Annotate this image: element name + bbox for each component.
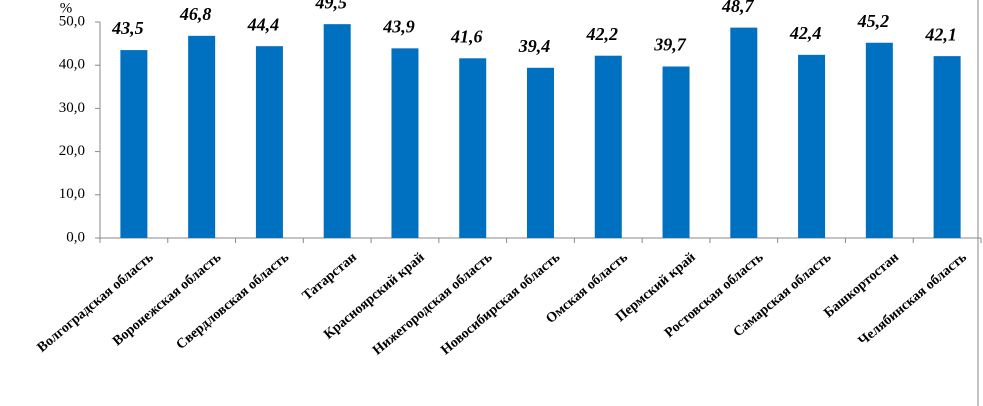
y-tick-label: 50,0 xyxy=(59,13,85,29)
value-label: 42,1 xyxy=(924,24,957,44)
y-tick-label: 40,0 xyxy=(59,57,85,73)
x-tick-label: Свердловская область xyxy=(174,250,293,353)
value-label: 39,7 xyxy=(653,35,687,55)
x-tick-label: Нижегородская область xyxy=(370,250,496,359)
y-tick-label: 30,0 xyxy=(59,100,85,116)
bar xyxy=(323,24,351,238)
x-tick-label: Воронежская область xyxy=(110,250,225,350)
value-label: 42,2 xyxy=(586,24,619,44)
bar xyxy=(188,35,216,238)
value-label: 49,5 xyxy=(314,0,347,12)
value-label: 42,4 xyxy=(789,23,822,43)
bar xyxy=(527,67,554,239)
x-tick-label: Волгоградская область xyxy=(35,250,157,356)
bar xyxy=(391,48,419,238)
bar xyxy=(120,50,148,238)
bar xyxy=(865,42,893,239)
bar xyxy=(730,27,758,239)
x-tick-label: Татарстан xyxy=(300,250,360,304)
bar xyxy=(255,46,283,238)
x-tick-label: Новосибирская область xyxy=(438,250,563,358)
y-axis-label: % xyxy=(60,0,73,16)
value-label: 44,4 xyxy=(247,14,280,34)
bar xyxy=(933,56,961,239)
value-label: 45,2 xyxy=(857,11,890,31)
bar xyxy=(594,55,622,238)
bar xyxy=(459,58,487,239)
x-tick-label: Челябинская область xyxy=(856,250,970,349)
y-tick-label: 0,0 xyxy=(66,229,85,245)
value-label: 46,8 xyxy=(179,4,212,24)
value-label: 48,7 xyxy=(721,0,755,16)
value-label: 41,6 xyxy=(450,26,483,46)
value-label: 39,4 xyxy=(518,36,551,56)
value-label: 43,5 xyxy=(111,18,144,38)
bar xyxy=(662,66,690,238)
value-label: 43,9 xyxy=(382,16,415,36)
bar xyxy=(798,54,826,238)
y-tick-label: 10,0 xyxy=(59,186,85,202)
y-tick-label: 20,0 xyxy=(59,143,85,159)
